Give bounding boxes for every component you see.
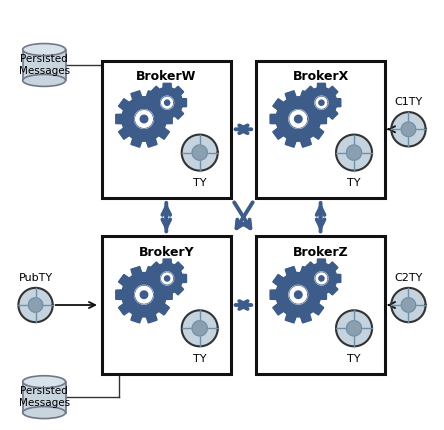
Text: TY: TY — [347, 354, 361, 364]
Polygon shape — [346, 145, 361, 160]
Polygon shape — [391, 112, 426, 147]
Ellipse shape — [23, 407, 66, 418]
Polygon shape — [28, 298, 43, 312]
Bar — [256, 61, 385, 198]
Bar — [23, 49, 66, 80]
Text: BrokerY: BrokerY — [139, 246, 194, 259]
Polygon shape — [319, 276, 324, 281]
Ellipse shape — [23, 74, 66, 86]
Polygon shape — [116, 267, 172, 323]
Text: C1TY: C1TY — [394, 97, 423, 107]
Polygon shape — [165, 276, 170, 281]
Polygon shape — [294, 291, 302, 298]
Polygon shape — [289, 286, 308, 304]
Bar — [256, 237, 385, 374]
Polygon shape — [192, 321, 207, 336]
Polygon shape — [346, 321, 361, 336]
Polygon shape — [161, 96, 174, 109]
Polygon shape — [140, 291, 148, 298]
Text: Persisted
Messages: Persisted Messages — [19, 386, 70, 408]
Bar — [23, 382, 66, 413]
Polygon shape — [135, 110, 153, 128]
Polygon shape — [294, 115, 302, 123]
Polygon shape — [148, 259, 186, 298]
Polygon shape — [270, 267, 326, 323]
Polygon shape — [192, 145, 207, 160]
Polygon shape — [161, 272, 174, 285]
Polygon shape — [391, 288, 426, 322]
Text: BrokerZ: BrokerZ — [293, 246, 349, 259]
Polygon shape — [336, 310, 372, 346]
Polygon shape — [148, 83, 186, 122]
Polygon shape — [315, 272, 328, 285]
Text: Persisted
Messages: Persisted Messages — [19, 54, 70, 76]
Polygon shape — [401, 298, 416, 312]
Text: TY: TY — [193, 178, 206, 188]
Polygon shape — [182, 310, 218, 346]
Bar — [102, 237, 230, 374]
Polygon shape — [18, 288, 53, 322]
Polygon shape — [319, 100, 324, 105]
Polygon shape — [135, 286, 153, 304]
Polygon shape — [336, 135, 372, 171]
Text: BrokerW: BrokerW — [136, 70, 196, 83]
Polygon shape — [315, 96, 328, 109]
Ellipse shape — [23, 43, 66, 55]
Bar — [102, 61, 230, 198]
Polygon shape — [302, 259, 341, 298]
Polygon shape — [165, 100, 170, 105]
Polygon shape — [302, 83, 341, 122]
Text: PubTY: PubTY — [19, 273, 53, 283]
Text: TY: TY — [193, 354, 206, 364]
Polygon shape — [270, 91, 326, 147]
Polygon shape — [116, 91, 172, 147]
Polygon shape — [289, 110, 308, 128]
Ellipse shape — [23, 376, 66, 388]
Polygon shape — [140, 115, 148, 123]
Polygon shape — [182, 135, 218, 171]
Text: TY: TY — [347, 178, 361, 188]
Polygon shape — [401, 122, 416, 136]
Text: BrokerX: BrokerX — [293, 70, 349, 83]
Text: C2TY: C2TY — [394, 273, 423, 283]
